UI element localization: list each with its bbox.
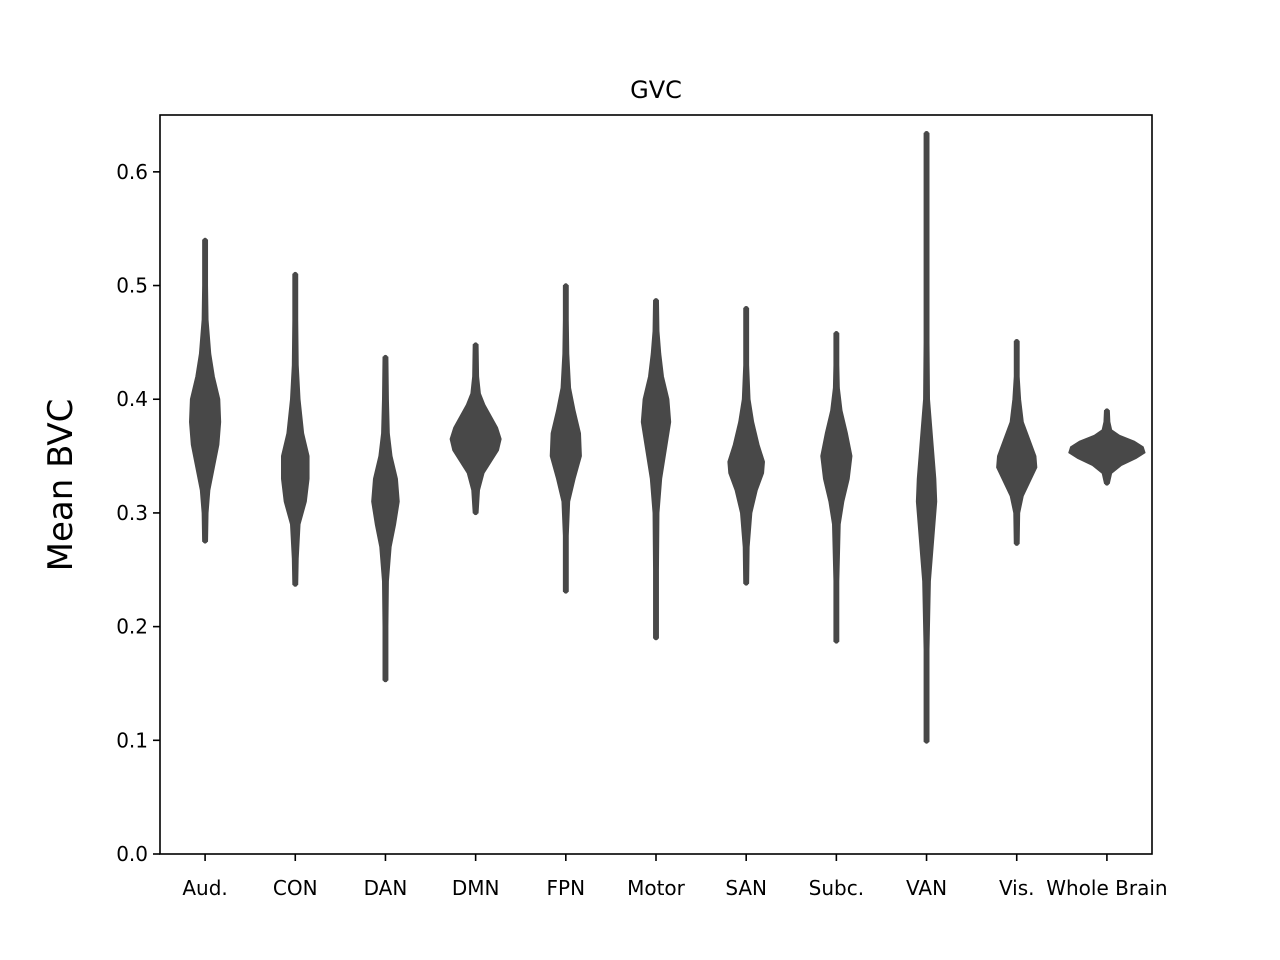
y-axis-ticks: 0.0 0.1 0.2 0.3 0.4 0.5 0.6 (116, 160, 160, 866)
y-tick-label: 0.3 (116, 501, 148, 525)
chart-title: GVC (630, 76, 682, 104)
y-tick-label: 0.2 (116, 615, 148, 639)
x-tick-label: SAN (725, 876, 767, 900)
y-tick-label: 0.0 (116, 842, 148, 866)
x-tick-label: FPN (547, 876, 586, 900)
x-tick-label: Vis. (999, 876, 1035, 900)
x-tick-label: Whole Brain (1046, 876, 1167, 900)
x-tick-label: VAN (906, 876, 947, 900)
plot-frame (159, 114, 1153, 855)
y-tick-label: 0.6 (116, 160, 148, 184)
y-tick-label: 0.4 (116, 387, 148, 411)
y-axis-label: Mean BVC (41, 399, 81, 572)
y-tick-label: 0.5 (116, 274, 148, 298)
violin-series (189, 130, 1146, 744)
x-axis-ticks: Aud. CON DAN DMN FPN Motor SAN Subc. VAN Vis. Whol… (182, 854, 1168, 900)
x-tick-label: Aud. (182, 876, 227, 900)
y-tick-label: 0.1 (116, 728, 148, 752)
x-tick-label: Subc. (809, 876, 864, 900)
x-tick-label: DAN (364, 876, 408, 900)
x-tick-label: Motor (627, 876, 686, 900)
x-tick-label: CON (273, 876, 318, 900)
x-tick-label: DMN (452, 876, 500, 900)
